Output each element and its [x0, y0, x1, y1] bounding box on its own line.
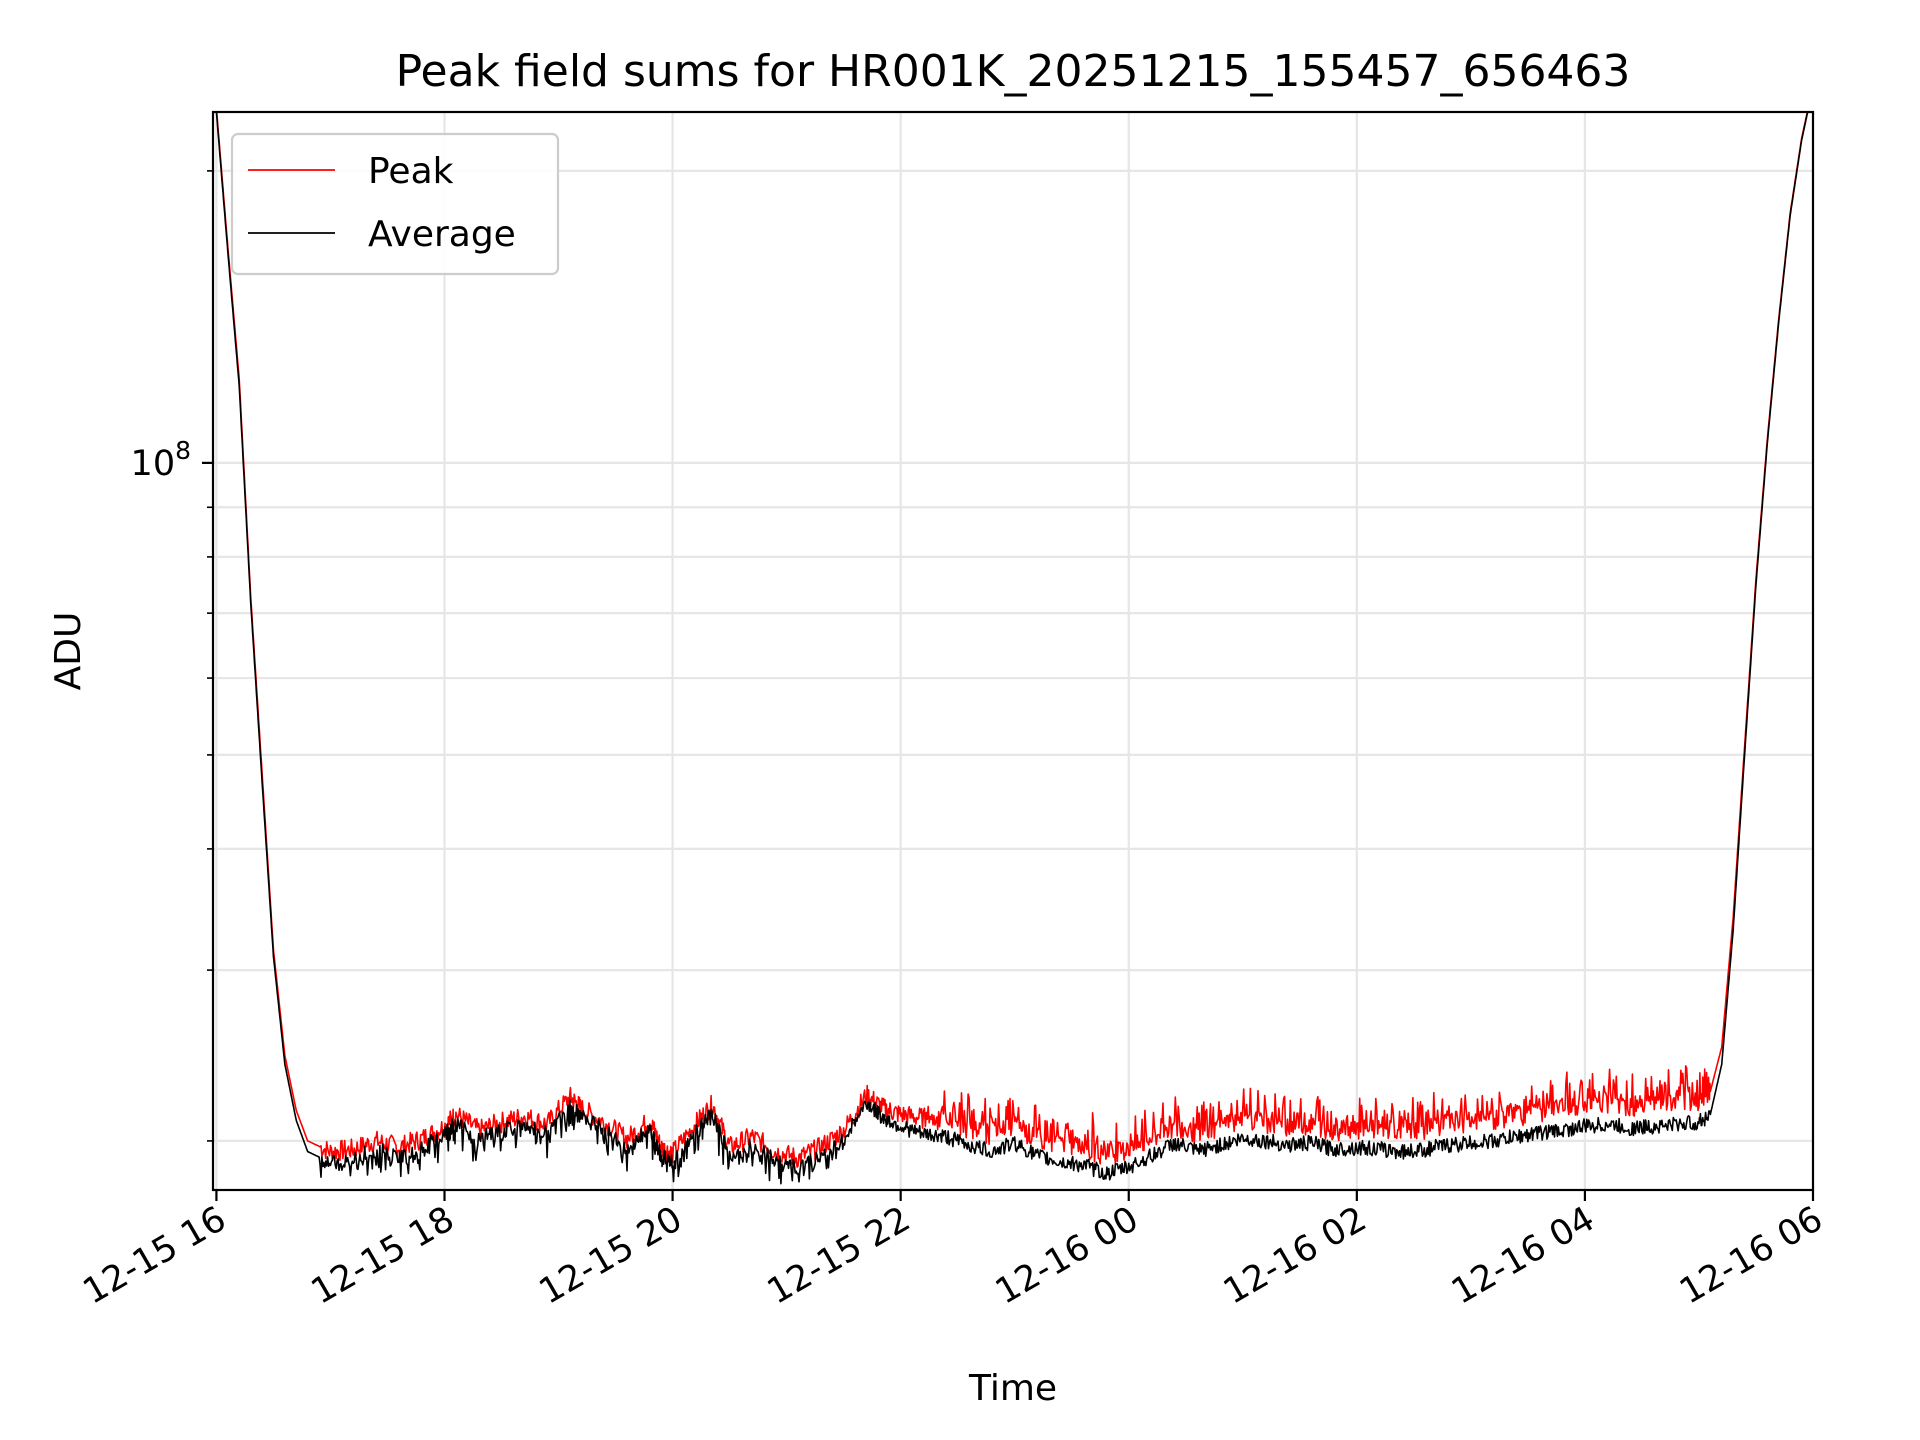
legend-label-peak: Peak [368, 151, 454, 192]
y-tick-label-1e8: 108 [131, 436, 191, 484]
series-layer [215, 112, 1809, 1185]
plot-frame [211, 110, 1815, 1192]
y-tick-base: 10 [131, 444, 176, 484]
y-axis-ticks [202, 170, 213, 1142]
chart-title: Peak field sums for HR001K_20251215_1554… [396, 46, 1631, 97]
x-axis-label: Time [968, 1368, 1057, 1409]
series-line-peak [215, 112, 1809, 1168]
legend: Peak Average [230, 132, 560, 276]
series-line-average [215, 112, 1809, 1185]
legend-label-average: Average [368, 214, 516, 255]
y-tick-exponent: 8 [175, 436, 191, 465]
legend-box [230, 132, 560, 276]
y-axis-label: ADU [48, 612, 89, 691]
